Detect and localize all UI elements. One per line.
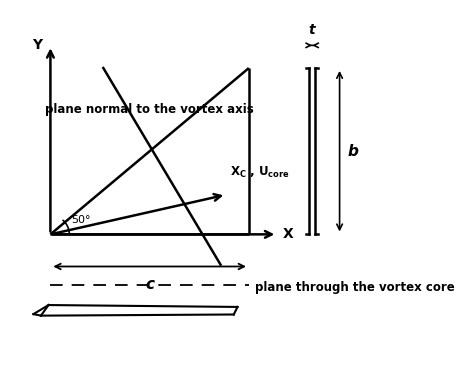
Text: c: c bbox=[145, 277, 154, 292]
Text: 50°: 50° bbox=[71, 215, 91, 225]
Text: X: X bbox=[283, 227, 293, 242]
Text: t: t bbox=[309, 23, 316, 37]
Text: Y: Y bbox=[32, 38, 42, 53]
Text: plane normal to the vortex axis: plane normal to the vortex axis bbox=[45, 103, 254, 116]
Text: b: b bbox=[347, 144, 358, 159]
Text: plane through the vortex core: plane through the vortex core bbox=[255, 281, 454, 294]
Text: $\mathregular{X_C}$ , $\mathregular{U_{core}}$: $\mathregular{X_C}$ , $\mathregular{U_{c… bbox=[230, 164, 290, 180]
